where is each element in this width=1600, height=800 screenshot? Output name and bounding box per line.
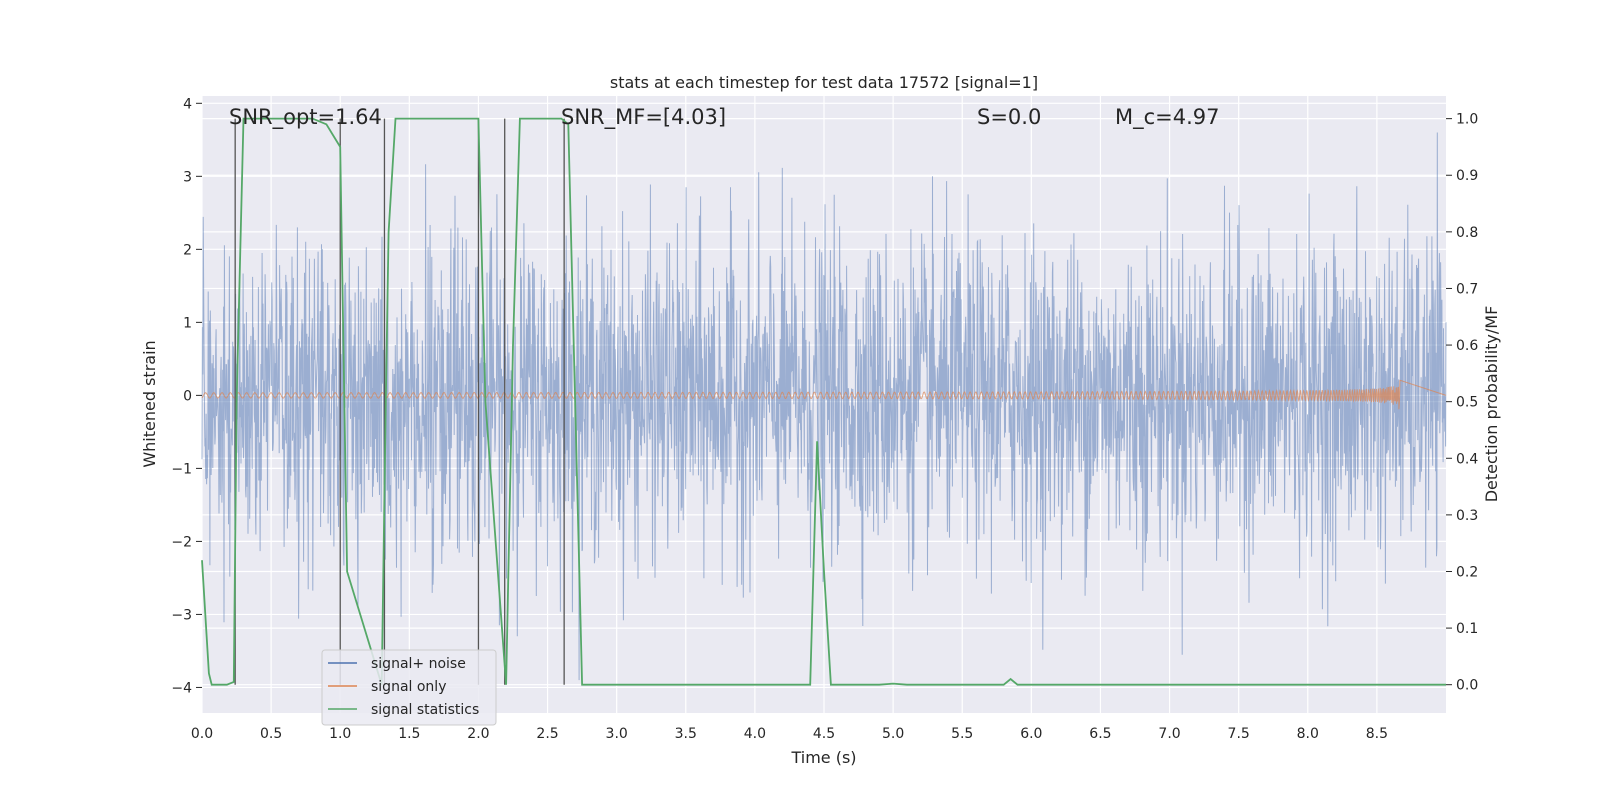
x-tick-label: 2.5 bbox=[536, 726, 558, 742]
chart-title: stats at each timestep for test data 175… bbox=[610, 73, 1038, 92]
x-tick-label: 3.0 bbox=[606, 726, 628, 742]
y-right-tick-label: 0.0 bbox=[1456, 678, 1478, 694]
signal-trace bbox=[201, 379, 1447, 410]
x-tick-label: 4.0 bbox=[744, 726, 766, 742]
y-left-tick-label: −4 bbox=[171, 680, 192, 696]
x-tick-label: 7.0 bbox=[1158, 726, 1180, 742]
y-right-tick-label: 0.3 bbox=[1456, 508, 1478, 524]
y-left-axis-label: Whitened strain bbox=[140, 340, 159, 467]
x-tick-label: 1.5 bbox=[398, 726, 420, 742]
x-tick-label: 8.5 bbox=[1366, 726, 1388, 742]
y-right-tick-label: 0.2 bbox=[1456, 564, 1478, 580]
x-tick-label: 4.5 bbox=[813, 726, 835, 742]
x-tick-label: 2.0 bbox=[467, 726, 489, 742]
y-left-tick-label: 1 bbox=[183, 315, 192, 331]
annotation-snr-mf: SNR_MF=[4.03] bbox=[561, 105, 726, 130]
y-right-axis-label: Detection probability/MF bbox=[1482, 306, 1501, 503]
x-tick-label: 5.0 bbox=[882, 726, 904, 742]
y-left-tick-label: 4 bbox=[183, 96, 192, 112]
y-right-tick-label: 0.4 bbox=[1456, 451, 1478, 467]
x-tick-label: 0.5 bbox=[260, 726, 282, 742]
vertical-lines bbox=[234, 118, 565, 685]
legend-entry-noise: signal+ noise bbox=[371, 656, 466, 672]
annotation-mc: M_c=4.97 bbox=[1115, 105, 1220, 130]
y-left-tick-label: −2 bbox=[171, 534, 192, 550]
signal-statistics-series bbox=[201, 117, 1446, 686]
y-left-tick-label: −3 bbox=[171, 607, 192, 623]
y-right-tick-label: 0.1 bbox=[1456, 621, 1478, 637]
y-left-ticks: 4 3 2 1 0 −1 −2 −3 −4 bbox=[171, 96, 202, 696]
y-left-tick-label: 2 bbox=[183, 242, 192, 258]
x-tick-label: 5.5 bbox=[951, 726, 973, 742]
y-left-tick-label: 3 bbox=[183, 169, 192, 185]
x-tick-label: 7.5 bbox=[1228, 726, 1250, 742]
y-right-tick-label: 0.9 bbox=[1456, 168, 1478, 184]
annotation-snr-opt: SNR_opt=1.64 bbox=[229, 105, 382, 130]
y-right-tick-label: 0.8 bbox=[1456, 225, 1478, 241]
y-right-tick-label: 0.7 bbox=[1456, 281, 1478, 297]
y-right-tick-label: 0.5 bbox=[1456, 395, 1478, 411]
annotation-s: S=0.0 bbox=[977, 105, 1041, 129]
y-left-tick-label: 0 bbox=[183, 388, 192, 404]
legend-entry-signal: signal only bbox=[371, 679, 446, 695]
y-right-ticks: 1.0 0.9 0.8 0.7 0.6 0.5 0.4 0.3 0.2 0.1 0.0 bbox=[1446, 112, 1478, 694]
x-tick-label: 6.5 bbox=[1089, 726, 1111, 742]
stats-line bbox=[201, 117, 1446, 686]
x-tick-label: 0.0 bbox=[191, 726, 213, 742]
y-left-tick-label: −1 bbox=[171, 461, 192, 477]
y-right-tick-label: 1.0 bbox=[1456, 112, 1478, 128]
x-axis-label: Time (s) bbox=[790, 748, 856, 767]
y-right-tick-label: 0.6 bbox=[1456, 338, 1478, 354]
signal-only-series bbox=[201, 379, 1447, 410]
legend-box bbox=[321, 649, 497, 726]
legend: signal+ noise signal only signal statist… bbox=[321, 649, 497, 726]
x-ticks: 0.0 0.5 1.0 1.5 2.0 2.5 3.0 3.5 4.0 4.5 5.0 5.5 6.0 6… bbox=[191, 726, 1388, 742]
x-tick-label: 8.0 bbox=[1297, 726, 1319, 742]
legend-entry-stats: signal statistics bbox=[371, 702, 479, 718]
x-tick-label: 6.0 bbox=[1020, 726, 1042, 742]
x-tick-label: 1.0 bbox=[329, 726, 351, 742]
x-tick-label: 3.5 bbox=[675, 726, 697, 742]
